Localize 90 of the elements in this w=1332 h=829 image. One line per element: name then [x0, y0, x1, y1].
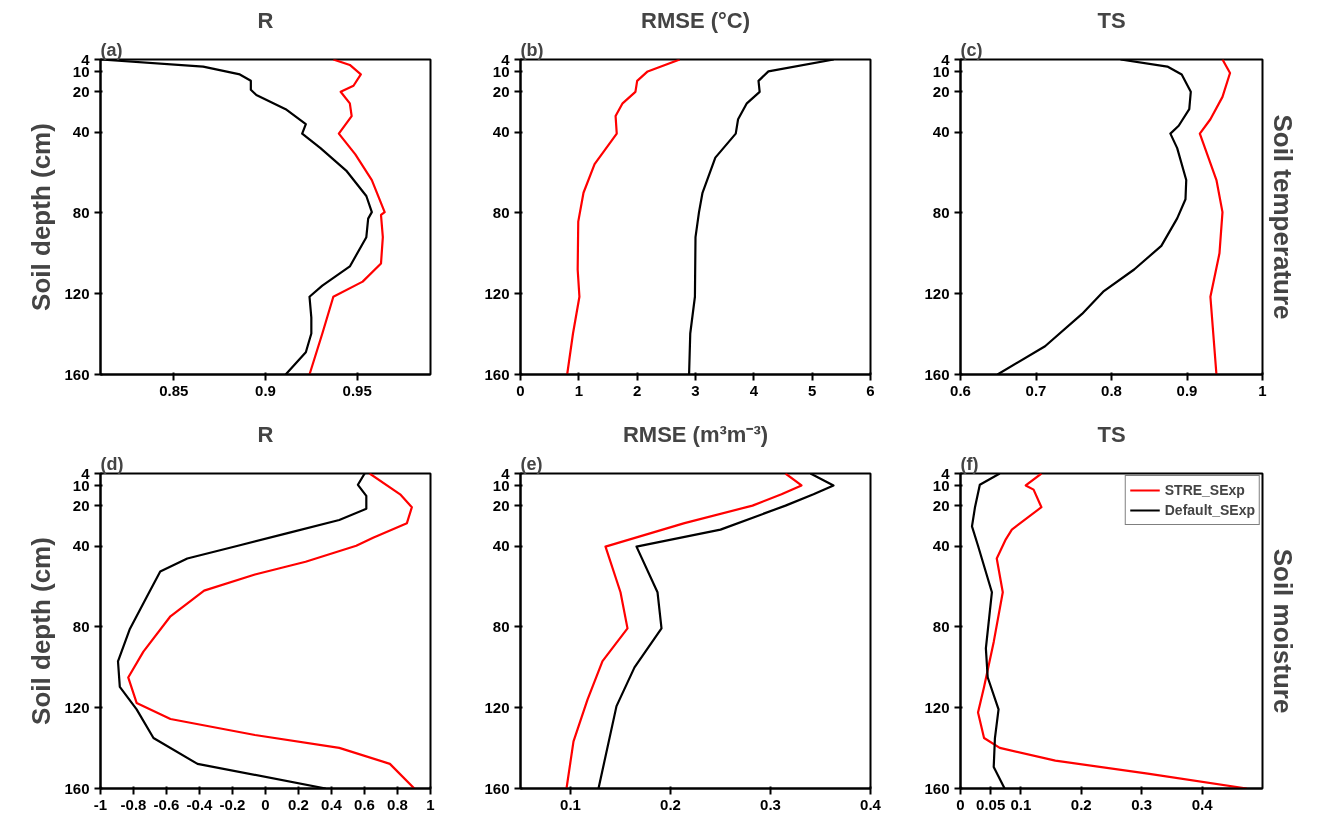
x-tick-label: 0.85 [159, 381, 189, 399]
y-tick-label: 40 [932, 537, 950, 555]
x-tick-label: 0.8 [1101, 381, 1122, 399]
y-tick-label: 40 [72, 123, 90, 141]
y-tick-label: 40 [932, 123, 950, 141]
y-tick-label: 4 [941, 464, 951, 482]
y-tick-label: 80 [492, 617, 510, 635]
y-tick-label: 20 [932, 82, 950, 100]
chart-title: RMSE (m³m⁻³) [622, 421, 769, 447]
y-tick-label: 80 [932, 617, 950, 635]
y-tick-label: 4 [501, 464, 511, 482]
x-tick-label: 0.2 [1070, 795, 1092, 813]
x-tick-label: -0.4 [186, 795, 214, 813]
chart-title: TS [1097, 7, 1126, 33]
annotation: (d) [100, 453, 124, 474]
x-tick-label: 1 [426, 795, 435, 813]
y-axis-title: Soil depth (cm) [26, 537, 57, 725]
y-tick-label: 160 [484, 779, 510, 797]
y-tick-label: 40 [492, 537, 510, 555]
y-tick-label: 20 [492, 82, 510, 100]
y-tick-label: 120 [484, 698, 510, 716]
x-tick-label: 0.95 [342, 381, 372, 399]
y-tick-label: 4 [501, 50, 511, 68]
y-tick-label: 20 [932, 496, 950, 514]
y-tick-label: 40 [492, 123, 510, 141]
x-tick-label: 0.3 [760, 795, 781, 813]
y-tick-label: 160 [924, 365, 950, 383]
y-tick-label: 4 [941, 50, 951, 68]
x-tick-label: 0.6 [354, 795, 375, 813]
x-tick-label: 4 [749, 381, 759, 399]
y-tick-label: 120 [64, 698, 90, 716]
x-tick-label: 0 [261, 795, 270, 813]
annotation: (b) [520, 39, 544, 60]
x-tick-label: 0.2 [288, 795, 309, 813]
y2-axis-title: Soil temperature [1267, 114, 1298, 320]
y-tick-label: 160 [924, 779, 950, 797]
x-tick-label: 6 [866, 381, 875, 399]
x-tick-label: 0.2 [660, 795, 681, 813]
y-tick-label: 160 [64, 365, 90, 383]
annotation: (a) [100, 39, 123, 60]
legend-label: Default_SExp [1164, 502, 1255, 518]
chart-title: R [257, 421, 274, 447]
y-tick-label: 120 [924, 284, 950, 302]
x-tick-label: 0.6 [950, 381, 971, 399]
x-tick-label: 0.3 [1131, 795, 1153, 813]
y-tick-label: 80 [932, 203, 950, 221]
x-tick-label: 0.9 [255, 381, 276, 399]
x-tick-label: 0.1 [560, 795, 581, 813]
x-tick-label: 0.7 [1025, 381, 1047, 399]
y-tick-label: 80 [72, 617, 90, 635]
y-tick-label: 20 [72, 82, 90, 100]
x-tick-label: 0 [516, 381, 525, 399]
annotation: (c) [960, 39, 983, 60]
y-tick-label: 80 [72, 203, 90, 221]
x-tick-label: -0.2 [219, 795, 246, 813]
x-tick-label: -1 [93, 795, 108, 813]
x-tick-label: 0.8 [387, 795, 408, 813]
chart-title: TS [1097, 421, 1126, 447]
x-tick-label: 5 [808, 381, 817, 399]
chart-title: R [257, 7, 274, 33]
x-tick-label: 0 [956, 795, 965, 813]
y-tick-label: 160 [484, 365, 510, 383]
x-tick-label: 0.9 [1176, 381, 1198, 399]
x-tick-label: 0.4 [321, 795, 343, 813]
x-tick-label: 0.05 [976, 795, 1006, 813]
x-tick-label: -0.8 [120, 795, 147, 813]
x-tick-label: 0.1 [1010, 795, 1032, 813]
x-tick-label: 0.4 [860, 795, 882, 813]
y-tick-label: 120 [484, 284, 510, 302]
x-tick-label: 0.4 [1191, 795, 1214, 813]
y-tick-label: 160 [64, 779, 90, 797]
y-tick-label: 20 [492, 496, 510, 514]
y-tick-label: 120 [924, 698, 950, 716]
chart-title: RMSE (°C) [640, 7, 751, 33]
x-tick-label: 1 [1258, 381, 1267, 399]
y-tick-label: 20 [72, 496, 90, 514]
legend-label: STRE_SExp [1164, 482, 1245, 498]
annotation: (f) [960, 453, 979, 474]
annotation: (e) [520, 453, 543, 474]
x-tick-label: 1 [574, 381, 584, 399]
y-tick-label: 40 [72, 537, 90, 555]
x-tick-label: 2 [633, 381, 642, 399]
y-tick-label: 4 [81, 50, 91, 68]
y-axis-title: Soil depth (cm) [26, 123, 57, 311]
y2-axis-title: Soil moisture [1267, 548, 1298, 714]
x-tick-label: 3 [691, 381, 700, 399]
y-tick-label: 120 [64, 284, 90, 302]
y-tick-label: 4 [81, 464, 91, 482]
x-tick-label: -0.6 [153, 795, 180, 813]
y-tick-label: 80 [492, 203, 510, 221]
